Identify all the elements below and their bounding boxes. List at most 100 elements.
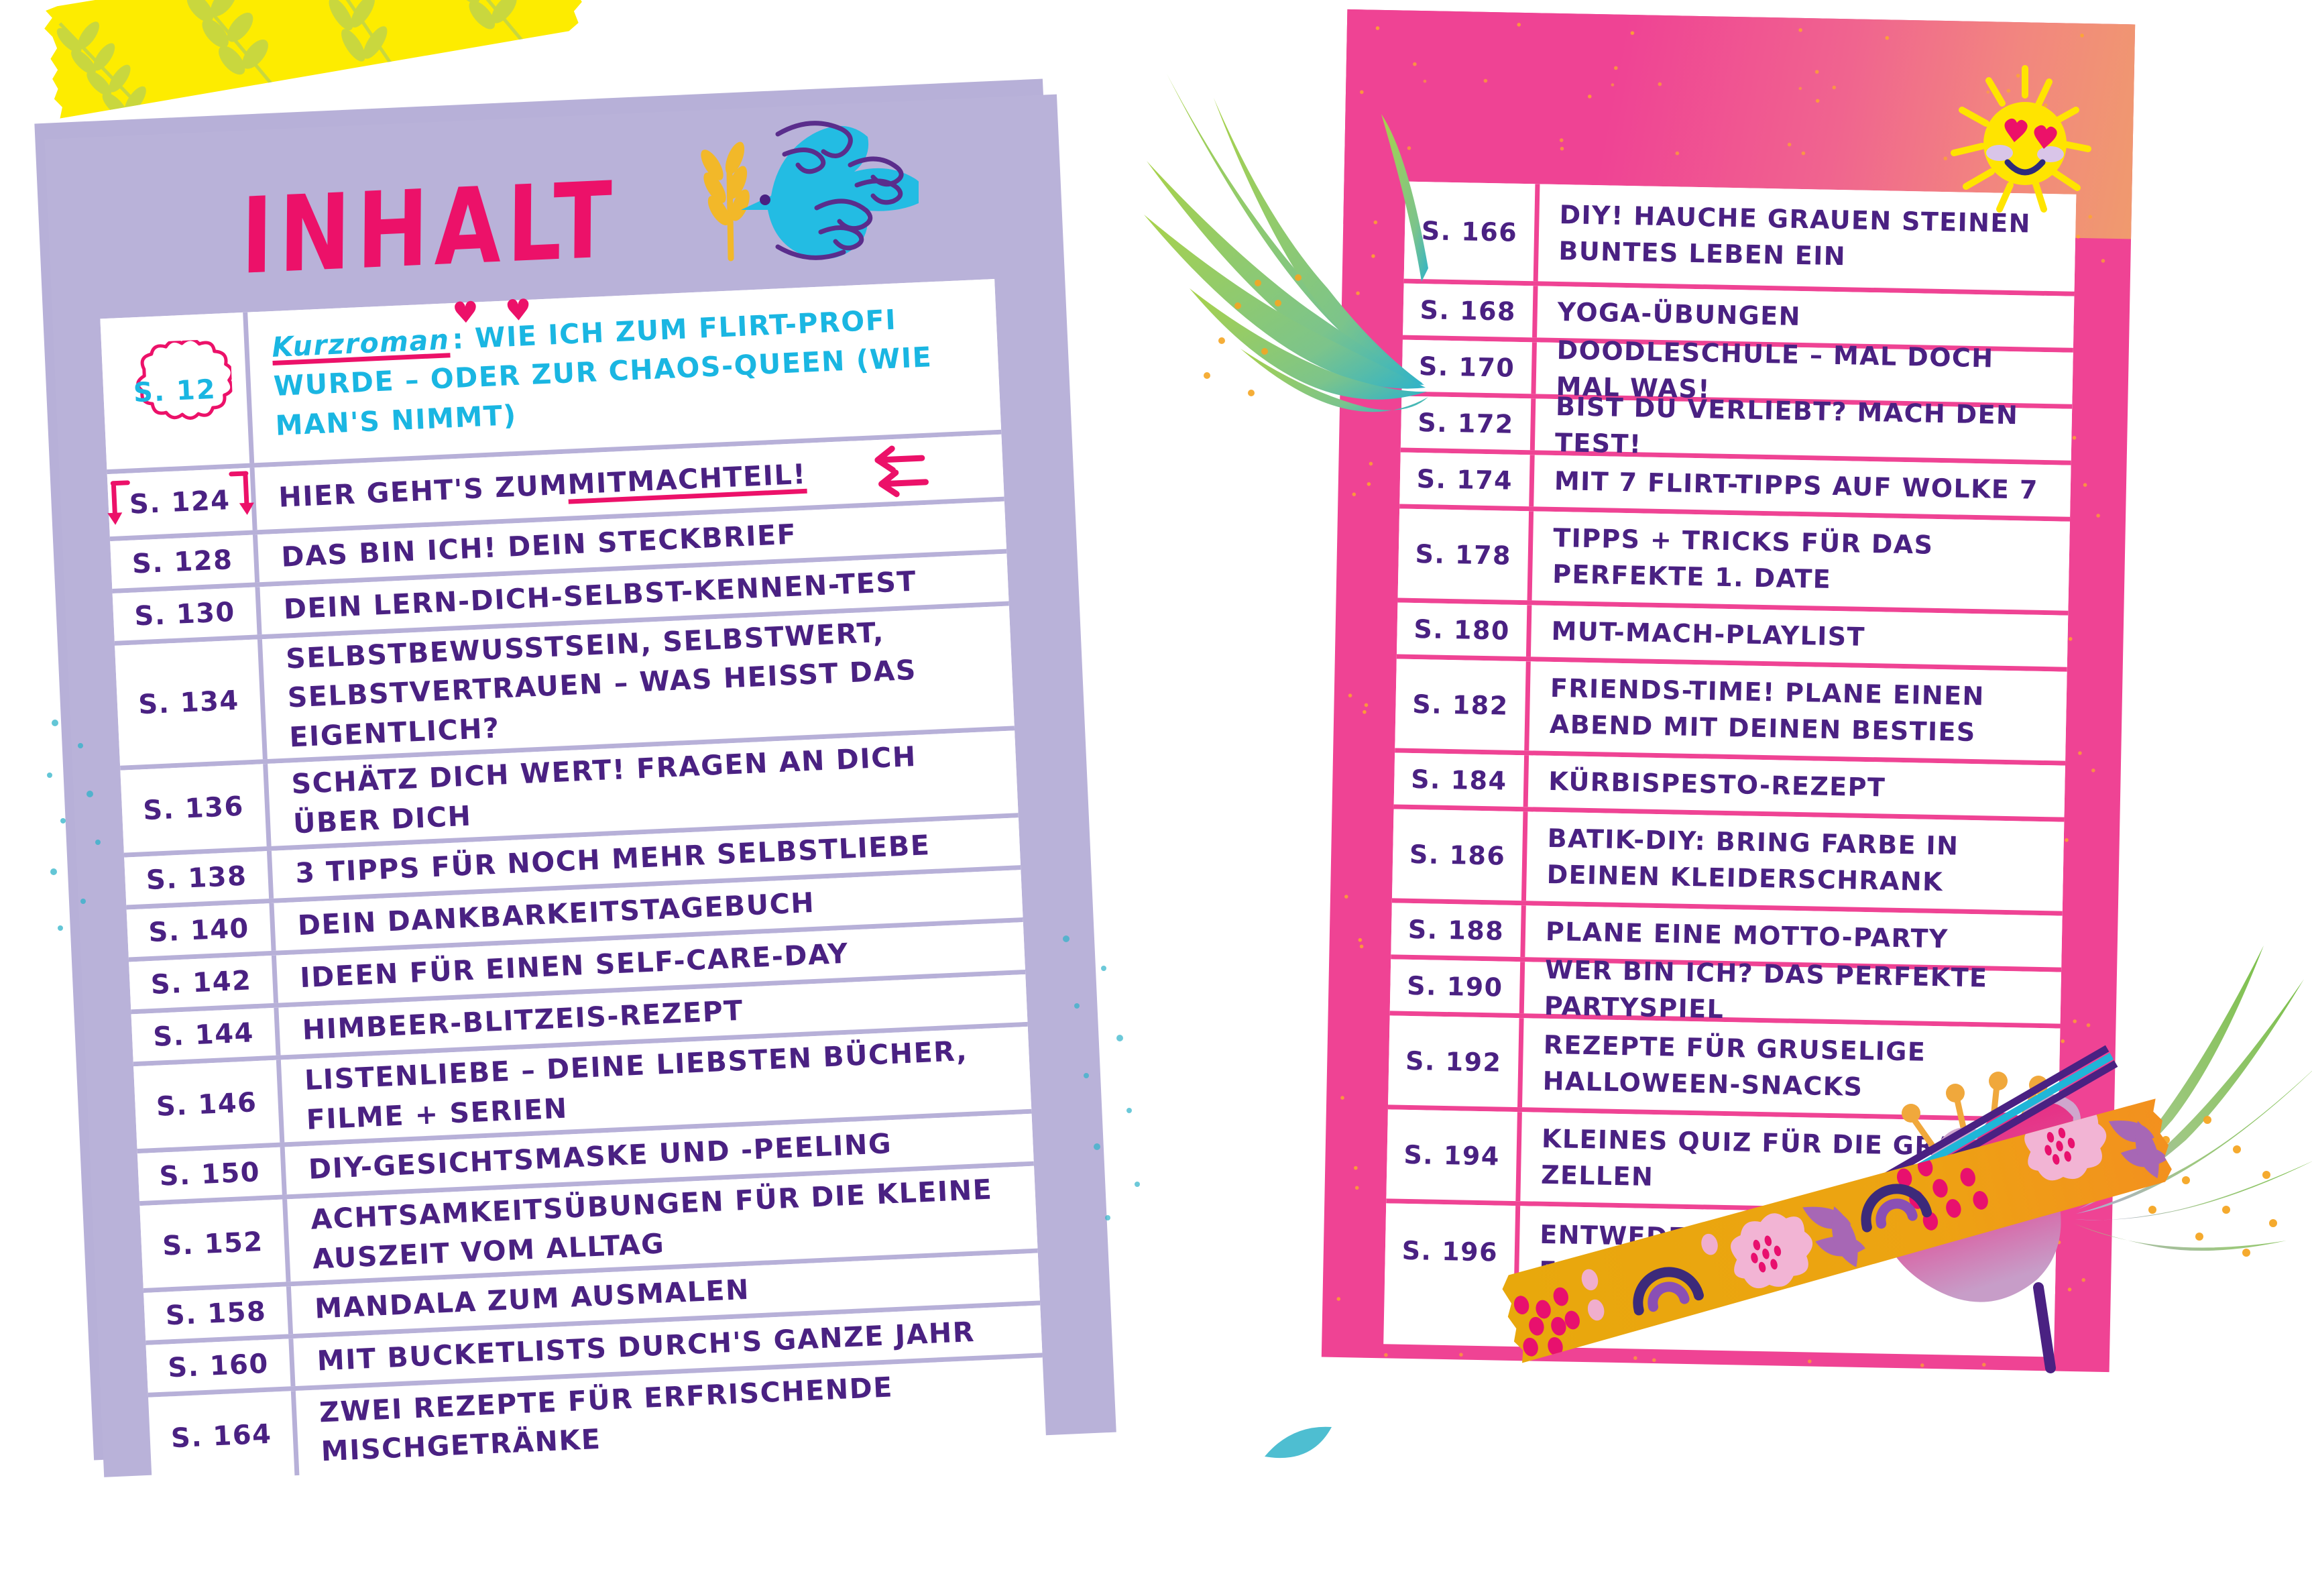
page-number: S. 184	[1410, 764, 1507, 796]
hearts-icon: ♥ ♥	[451, 292, 540, 331]
table-of-contents-card-right: S. 166 DIY! HAUCHE GRAUEN STEINEN BUNTES…	[1321, 9, 2136, 1373]
page-number-cell: S. 158	[143, 1286, 294, 1341]
entry-title: YOGA-ÜBUNGEN	[1557, 296, 1802, 331]
page-number-cell: S. 140	[126, 903, 276, 958]
page-number-cell: S. 168	[1403, 283, 1538, 338]
entry-title: BATIK-DIY: BRING FARBE IN DEINEN KLEIDER…	[1546, 823, 1959, 897]
page-number-cell: S. 170	[1401, 339, 1537, 394]
page-number: S. 190	[1406, 970, 1504, 1003]
entry-title: REZEPTE FÜR GRUSELIGE HALLOWEEN-SNACKS	[1542, 1029, 1926, 1102]
page-number: S. 128	[131, 544, 234, 580]
table-of-contents-card-left: INHALT S. 12 ♥ ♥ Kurzroman: WIE ICH ZUM …	[34, 78, 1102, 1482]
page-number: S. 160	[167, 1348, 270, 1383]
page-number: S. 188	[1407, 914, 1505, 946]
page-number-cell: S. 188	[1391, 903, 1526, 958]
entry-title: MUT-MACH-PLAYLIST	[1551, 616, 1866, 652]
entry-title-highlight: MITMACHTEIL!	[567, 458, 807, 501]
table-row[interactable]: S. 192 REZEPTE FÜR GRUSELIGE HALLOWEEN-S…	[1387, 1015, 2061, 1123]
down-arrow-icon	[106, 477, 141, 536]
table-row[interactable]: S. 178 TIPPS + TRICKS FÜR DAS PERFEKTE 1…	[1397, 508, 2070, 616]
cloud-badge-icon: S. 12	[116, 338, 235, 443]
page-number-cell: S. 184	[1393, 752, 1529, 807]
page-number: S. 150	[158, 1156, 261, 1192]
page-number: S. 140	[148, 912, 250, 948]
page-number: S. 158	[164, 1296, 268, 1332]
page-number-cell: S. 146	[133, 1060, 285, 1149]
page-number: S. 178	[1415, 538, 1512, 571]
page-number: S. 134	[137, 685, 240, 720]
entry-title-cell: ♥ ♥ Kurzroman: WIE ICH ZUM FLIRT-PROFI W…	[247, 279, 1001, 463]
page-number-cell: S. 196	[1384, 1203, 1521, 1300]
kurzroman-label: Kurzroman	[271, 323, 451, 364]
table-row[interactable]: S. 194 KLEINES QUIZ FÜR DIE GRAUEN ZELLE…	[1386, 1109, 2059, 1216]
entry-title-cell: BIST DU VERLIEBT? MACH DEN TEST!	[1535, 392, 2072, 460]
page-number: S. 152	[162, 1226, 264, 1262]
entry-title-cell: ENTWEDER / ODER? WAS PASST EHER ZU DIR?	[1519, 1206, 2057, 1310]
entry-title-cell: WER BIN ICH? DAS PERFEKTE PARTYSPIEL	[1524, 954, 2061, 1023]
page-number: S. 168	[1420, 294, 1517, 327]
right-contents-table: S. 166 DIY! HAUCHE GRAUEN STEINEN BUNTES…	[1383, 181, 2077, 1357]
page-number: S. 174	[1416, 463, 1513, 496]
page-number: S. 12	[133, 374, 217, 408]
page-number: S. 124	[129, 484, 231, 520]
page-number-cell: S. 134	[115, 639, 268, 766]
entry-title: DIY! HAUCHE GRAUEN STEINEN BUNTES LEBEN …	[1558, 199, 2032, 271]
page-number-cell: S. 142	[129, 955, 279, 1010]
page-number: S. 192	[1405, 1045, 1502, 1078]
table-row[interactable]: S. 186 BATIK-DIY: BRING FARBE IN DEINEN …	[1391, 809, 2065, 916]
page-number: S. 182	[1411, 689, 1509, 721]
entry-title-cell: HIER GEHT'S ZUM MITMACHTEIL!	[255, 435, 1004, 530]
page-number: S. 166	[1421, 215, 1518, 247]
page-number: S. 164	[170, 1418, 273, 1455]
page-number: S. 144	[152, 1017, 255, 1053]
page-number-cell: S. 12	[100, 312, 255, 470]
entry-title-prefix: HIER GEHT'S ZUM	[278, 469, 569, 514]
entry-title: : WIE ICH ZUM FLIRT-PROFI WURDE – ODER Z…	[273, 303, 933, 442]
page-number: S. 196	[1401, 1235, 1499, 1267]
entry-title-cell: KLEINES QUIZ FÜR DIE GRAUEN ZELLEN	[1520, 1112, 2058, 1211]
page-number-cell: S. 172	[1400, 396, 1536, 451]
page-number-cell: S. 144	[131, 1007, 281, 1062]
page-number-cell: S. 130	[112, 587, 262, 641]
entry-title-cell: FRIENDS-TIME! PLANE EINEN ABEND MIT DEIN…	[1529, 661, 2067, 760]
page-number-cell: S. 128	[110, 534, 260, 589]
table-row[interactable]: S. 196 ENTWEDER / ODER? WAS PASST EHER Z…	[1383, 1203, 2057, 1357]
page-number: S. 136	[142, 791, 245, 826]
left-contents-table: S. 12 ♥ ♥ Kurzroman: WIE ICH ZUM FLIRT-P…	[100, 278, 1047, 1482]
entry-title-cell: KÜRBISPESTO-REZEPT	[1528, 755, 2065, 817]
page-number: S. 172	[1417, 407, 1515, 439]
page-number-cell: S. 138	[124, 850, 274, 905]
page-title: INHALT	[240, 159, 619, 298]
page-number-cell: S. 166	[1403, 181, 1540, 282]
entry-title-cell: MUT-MACH-PLAYLIST	[1531, 605, 2068, 667]
page-number-cell: S. 192	[1388, 1015, 1524, 1108]
page-number-cell: S. 152	[139, 1199, 291, 1288]
left-arrow-icon	[857, 443, 940, 515]
page-number-cell: S. 174	[1399, 452, 1535, 507]
entry-title: FRIENDS-TIME! PLANE EINEN ABEND MIT DEIN…	[1549, 673, 1985, 747]
page-number: S. 180	[1413, 614, 1511, 646]
teal-leaf-speck-icon	[1261, 1422, 1341, 1485]
entry-title: TIPPS + TRICKS FÜR DAS PERFEKTE 1. DATE	[1552, 522, 1934, 594]
page-number-cell: S. 124	[106, 467, 257, 537]
table-row[interactable]: S. 166 DIY! HAUCHE GRAUEN STEINEN BUNTES…	[1403, 181, 2077, 296]
page-number: S. 142	[150, 964, 253, 1001]
page-number: S. 194	[1403, 1139, 1501, 1172]
entry-title: KÜRBISPESTO-REZEPT	[1548, 766, 1886, 803]
entry-title-cell: MIT 7 FLIRT-TIPPS AUF WOLKE 7	[1534, 455, 2071, 516]
entry-title-cell: REZEPTE FÜR GRUSELIGE HALLOWEEN-SNACKS	[1522, 1018, 2060, 1117]
entry-title: PLANE EINE MOTTO-PARTY	[1545, 916, 1949, 954]
page-number: S. 170	[1418, 351, 1515, 383]
page-number: S. 146	[156, 1086, 258, 1123]
entry-title-cell: TIPPS + TRICKS FÜR DAS PERFEKTE 1. DATE	[1532, 511, 2070, 610]
page-number-cell: S. 194	[1386, 1109, 1522, 1202]
page-number-cell: S. 190	[1389, 959, 1525, 1014]
page-number-cell: S. 160	[146, 1338, 296, 1393]
page-number: S. 130	[133, 596, 236, 632]
entry-title: KLEINES QUIZ FÜR DIE GRAUEN ZELLEN	[1540, 1123, 2018, 1192]
table-row[interactable]: S. 182 FRIENDS-TIME! PLANE EINEN ABEND M…	[1395, 659, 2067, 766]
entry-title-cell: DIY! HAUCHE GRAUEN STEINEN BUNTES LEBEN …	[1538, 184, 2077, 291]
table-row[interactable]: S. 12 ♥ ♥ Kurzroman: WIE ICH ZUM FLIRT-P…	[100, 278, 1002, 475]
entry-title: ENTWEDER / ODER? WAS PASST EHER ZU DIR?	[1538, 1219, 2018, 1290]
table-row[interactable]: S. 124 HIER GEHT'S ZUM MITMACHTEIL!	[106, 434, 1004, 542]
